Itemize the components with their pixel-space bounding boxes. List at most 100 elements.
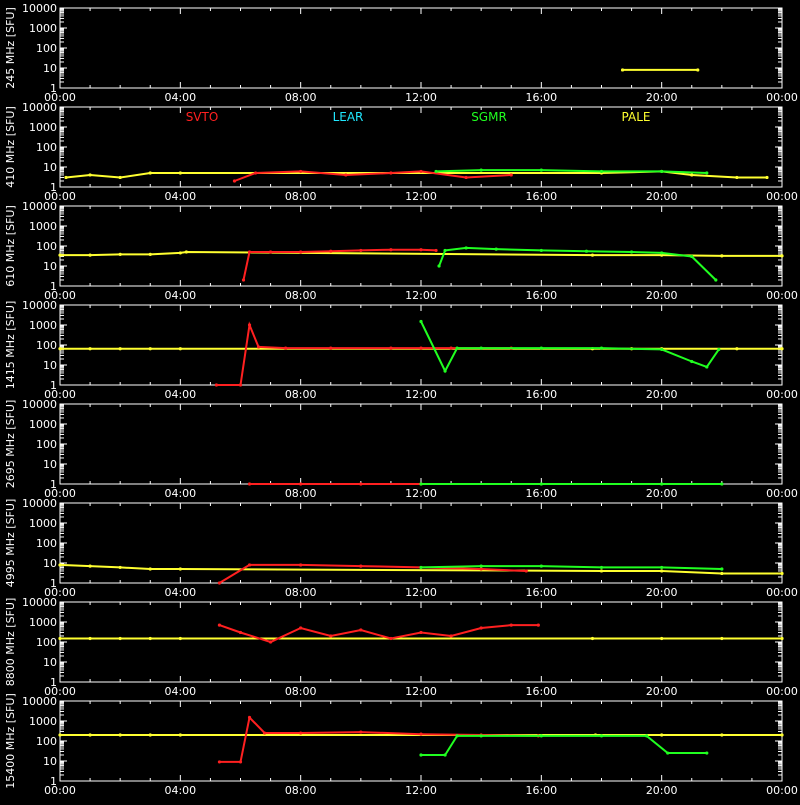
y-axis-label: 1415 MHz [SFU] [4,301,17,389]
data-point-sgmr [539,564,543,568]
data-point-pale [780,347,784,351]
data-point-svto [299,250,303,254]
data-point-sgmr [434,169,438,174]
data-point-sgmr [599,346,604,350]
data-point-sgmr [479,564,483,568]
y-axis-label: 4995 MHz [SFU] [4,499,17,587]
data-point-pale [690,173,694,177]
data-point-svto [329,249,333,253]
data-point-pale [148,733,152,737]
data-point-pale [178,567,182,571]
y-tick-label: 10000 [22,497,57,510]
data-point-svto [217,760,222,764]
data-point-sgmr [443,248,447,253]
data-point-sgmr [539,734,543,738]
y-tick-label: 10000 [22,101,57,114]
data-point-svto [389,248,393,252]
y-axis-label: 410 MHz [SFU] [4,106,17,187]
data-point-pale [88,733,92,737]
y-axis-label: 610 MHz [SFU] [4,205,17,286]
y-tick-label: 1000 [29,319,57,332]
y-tick-label: 100 [36,636,57,649]
y-tick-label: 10 [43,656,57,669]
data-point-svto [284,346,288,350]
data-point-svto [268,640,273,644]
data-point-sgmr [599,565,604,570]
x-tick-label: 08:00 [285,487,317,500]
y-tick-label: 1 [50,181,57,194]
data-point-svto [359,730,363,734]
x-tick-label: 16:00 [525,388,557,401]
panel-frame [59,205,783,287]
data-point-pale [58,253,62,257]
data-point-sgmr [660,251,664,255]
data-point-pale [735,175,739,180]
x-tick-label: 16:00 [525,487,557,500]
data-point-svto [268,250,273,254]
y-tick-label: 1 [50,280,57,293]
data-point-pale [178,171,182,175]
data-point-sgmr [539,482,543,486]
data-point-sgmr [539,168,543,172]
data-point-sgmr [599,734,604,738]
data-point-pale [178,733,182,737]
panel-frame [59,304,783,386]
data-point-pale [118,175,122,180]
x-tick-label: 12:00 [405,388,437,401]
y-tick-label: 1000 [29,715,57,728]
x-tick-label: 04:00 [164,91,196,104]
data-point-sgmr [539,248,543,253]
series-line-sgmr [420,565,722,570]
data-point-pale [88,253,92,257]
y-axis-label: 8800 MHz [SFU] [4,598,17,686]
data-point-pale [148,171,152,175]
data-point-svto [238,383,243,387]
data-point-svto [419,169,423,174]
data-point-sgmr [599,169,604,174]
data-point-svto [299,731,303,735]
data-point-pale [660,569,664,573]
data-point-pale [696,68,700,72]
data-point-pale [599,569,604,573]
data-point-sgmr [720,482,724,486]
x-tick-label: 12:00 [405,685,437,698]
x-tick-label: 16:00 [525,289,557,302]
data-point-sgmr [464,246,468,250]
data-point-svto [241,278,246,282]
y-tick-label: 1 [50,478,57,491]
data-point-pale [720,254,724,258]
y-tick-label: 100 [36,42,57,55]
x-tick-label: 04:00 [164,190,196,203]
x-tick-label: 08:00 [285,190,317,203]
data-point-sgmr [690,254,694,259]
x-tick-label: 08:00 [285,91,317,104]
data-point-sgmr [479,168,483,172]
data-point-svto [232,179,237,183]
x-tick-label: 04:00 [164,388,196,401]
panel-frame [59,106,783,188]
data-point-pale [620,68,625,72]
x-tick-label: 08:00 [285,289,317,302]
x-tick-label: 20:00 [646,586,678,599]
data-point-sgmr [666,751,670,755]
data-point-svto [247,715,252,720]
data-point-sgmr [479,346,483,350]
y-tick-label: 1 [50,82,57,95]
data-point-svto [247,482,252,486]
data-point-sgmr [419,753,423,757]
data-point-pale [118,252,122,257]
data-point-sgmr [584,249,589,253]
y-tick-label: 10000 [22,398,57,411]
series-line-sgmr [420,321,720,374]
data-point-sgmr [629,250,634,254]
data-point-svto [217,623,222,627]
x-tick-label: 04:00 [164,487,196,500]
y-tick-label: 10 [43,557,57,570]
y-tick-label: 1000 [29,22,57,35]
data-point-sgmr [705,365,709,369]
x-tick-label: 08:00 [285,784,317,797]
y-tick-label: 1000 [29,418,57,431]
y-tick-label: 1000 [29,121,57,134]
panel-frame [59,700,783,782]
